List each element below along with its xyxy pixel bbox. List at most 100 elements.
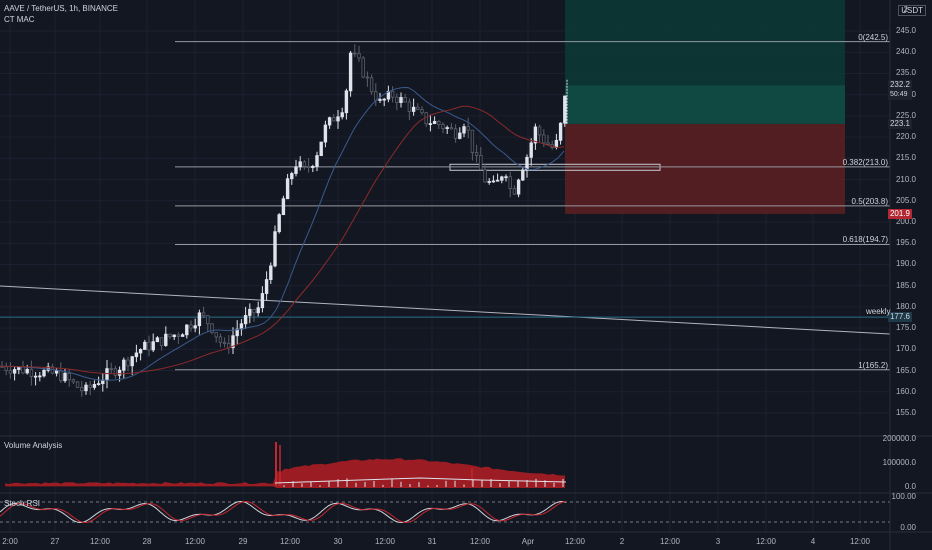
time-tick: 12:00	[89, 537, 111, 546]
candle-body	[399, 97, 403, 103]
candle-body	[483, 169, 487, 183]
price-tick: 180.0	[895, 301, 916, 311]
price-tick: 205.0	[895, 195, 916, 205]
candle-body	[348, 52, 353, 92]
candle-body	[269, 265, 273, 280]
candle-body	[521, 169, 525, 181]
candle-body	[38, 375, 42, 378]
candle-body	[252, 308, 256, 314]
candle-body	[512, 188, 517, 195]
candle-body	[533, 126, 538, 144]
candle-body	[311, 166, 315, 168]
candle-body	[185, 324, 189, 336]
candle-body	[29, 368, 34, 377]
stoch-k-line	[0, 500, 567, 524]
time-tick: 2	[619, 537, 625, 546]
candle-body	[151, 341, 155, 351]
time-tick: 30	[333, 537, 343, 546]
candle-body	[21, 366, 25, 374]
candle-body	[59, 370, 63, 382]
candle-body	[122, 359, 126, 371]
candle-body	[563, 95, 567, 124]
rsi-tick-low: 0.00	[900, 523, 916, 532]
price-tick: 170.0	[895, 344, 916, 354]
candle-body	[449, 127, 454, 130]
fib-label: 0.618(194.7)	[842, 235, 888, 245]
candle-body	[390, 90, 395, 98]
fib-label: 1(165.2)	[858, 360, 888, 370]
candle-body	[306, 165, 311, 168]
candle-body	[63, 372, 67, 382]
candle-body	[546, 142, 550, 145]
candle-body	[474, 152, 479, 156]
candle-body	[130, 356, 134, 367]
candle-body	[75, 381, 80, 388]
candle-body	[344, 90, 349, 114]
candle-body	[33, 375, 38, 378]
candle-body	[235, 328, 239, 337]
price-tick: 225.0	[895, 110, 916, 120]
price-tick: 200.0	[895, 217, 916, 226]
candle-body	[206, 315, 210, 325]
price-tag: 177.6	[887, 312, 912, 323]
candlestick-series	[0, 44, 568, 397]
profit-zone	[565, 85, 845, 124]
candle-body	[378, 99, 382, 101]
candle-body	[138, 349, 143, 354]
price-tick: 160.0	[895, 386, 916, 396]
candle-body	[260, 293, 265, 309]
profit-zone-upper	[565, 0, 845, 86]
candle-body	[117, 369, 122, 376]
candle-body	[353, 52, 357, 55]
candle-body	[416, 106, 420, 110]
time-tick: 12:00	[469, 537, 491, 546]
candle-body	[42, 369, 46, 377]
candle-body	[4, 366, 8, 371]
candle-body	[558, 122, 563, 141]
candle-body	[516, 179, 521, 195]
candle-body	[336, 116, 340, 122]
axis-top-label: 2	[903, 5, 908, 14]
risk-reward-zones	[449, 0, 845, 214]
candle-body	[168, 333, 172, 338]
currency-selector[interactable]: USDT	[898, 5, 926, 16]
price-tick: 240.0	[895, 47, 916, 57]
candle-body	[479, 155, 483, 171]
time-tick: 12:00	[184, 537, 206, 546]
candle-body	[437, 120, 441, 125]
candle-body	[407, 101, 412, 112]
candle-body	[256, 307, 260, 314]
candle-body	[365, 76, 370, 79]
time-tick: 12:00	[659, 537, 681, 546]
candle-body	[500, 176, 504, 181]
time-tick: 28	[142, 537, 152, 546]
candle-body	[12, 369, 17, 374]
candle-body	[525, 156, 529, 171]
rsi-tick-high: 100.00	[891, 492, 916, 501]
trend-lines	[0, 285, 891, 335]
stoch-rsi-plot	[0, 500, 890, 524]
candle-body	[113, 368, 118, 376]
volume-pane-plot	[5, 442, 567, 488]
price-tick: 165.0	[895, 365, 916, 375]
time-tick: 12:00	[849, 537, 871, 546]
volume-pane-title: Volume Analysis	[4, 441, 63, 450]
candle-body	[495, 179, 500, 182]
candle-body	[411, 106, 416, 112]
candle-body	[92, 384, 97, 388]
candle-body	[88, 384, 92, 388]
volume-tick-low: 0.0	[904, 482, 916, 491]
candle-body	[428, 123, 433, 126]
candle-body	[243, 315, 248, 325]
candle-body	[109, 368, 113, 371]
price-tick: 220.0	[895, 132, 916, 142]
candle-body	[298, 161, 302, 168]
candle-body	[508, 176, 512, 189]
candle-body	[218, 336, 223, 343]
candle-body	[319, 141, 323, 156]
fib-label: 0.382(213.0)	[842, 157, 888, 167]
candle-body	[537, 126, 542, 136]
candle-body	[504, 176, 508, 179]
fib-label: 0.5(203.8)	[851, 196, 888, 206]
